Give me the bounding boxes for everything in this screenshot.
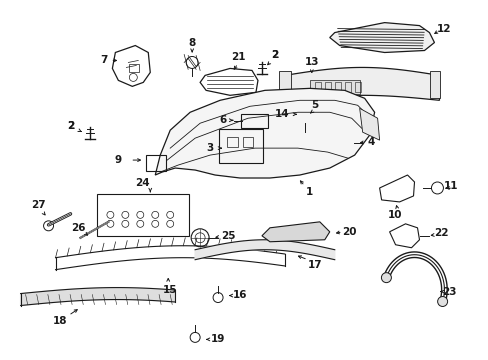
FancyBboxPatch shape	[429, 71, 440, 98]
Text: 17: 17	[307, 260, 322, 270]
Text: 21: 21	[230, 53, 245, 63]
FancyBboxPatch shape	[278, 71, 290, 103]
Polygon shape	[285, 67, 439, 100]
Text: 2: 2	[67, 121, 74, 131]
Polygon shape	[20, 288, 175, 306]
Text: 22: 22	[433, 228, 448, 238]
Text: 10: 10	[386, 210, 401, 220]
Text: 7: 7	[101, 55, 108, 66]
Text: 2: 2	[271, 50, 278, 60]
Text: 1: 1	[305, 187, 313, 197]
Text: 6: 6	[219, 115, 226, 125]
Text: 16: 16	[232, 289, 247, 300]
Text: 26: 26	[71, 223, 85, 233]
Text: 3: 3	[206, 143, 213, 153]
Text: 27: 27	[31, 200, 46, 210]
Text: 8: 8	[188, 37, 195, 48]
Text: 19: 19	[210, 334, 225, 345]
Text: 2: 2	[67, 121, 74, 131]
Text: 2: 2	[271, 50, 278, 60]
Text: 9: 9	[115, 155, 122, 165]
FancyBboxPatch shape	[309, 80, 359, 94]
Text: 5: 5	[310, 100, 318, 110]
Text: 13: 13	[304, 58, 318, 67]
Text: 12: 12	[436, 24, 451, 33]
Text: 24: 24	[135, 178, 149, 188]
Text: 23: 23	[441, 287, 456, 297]
Circle shape	[437, 297, 447, 306]
Text: 20: 20	[342, 227, 356, 237]
Text: 18: 18	[53, 316, 68, 327]
Text: 11: 11	[443, 181, 458, 191]
Text: 25: 25	[221, 231, 235, 241]
Polygon shape	[262, 222, 329, 242]
Text: 14: 14	[274, 109, 288, 119]
Text: 4: 4	[367, 137, 375, 147]
Polygon shape	[195, 240, 334, 260]
Polygon shape	[329, 23, 433, 53]
Polygon shape	[155, 88, 374, 178]
Circle shape	[381, 273, 390, 283]
Polygon shape	[359, 108, 379, 140]
Text: 15: 15	[163, 284, 177, 294]
